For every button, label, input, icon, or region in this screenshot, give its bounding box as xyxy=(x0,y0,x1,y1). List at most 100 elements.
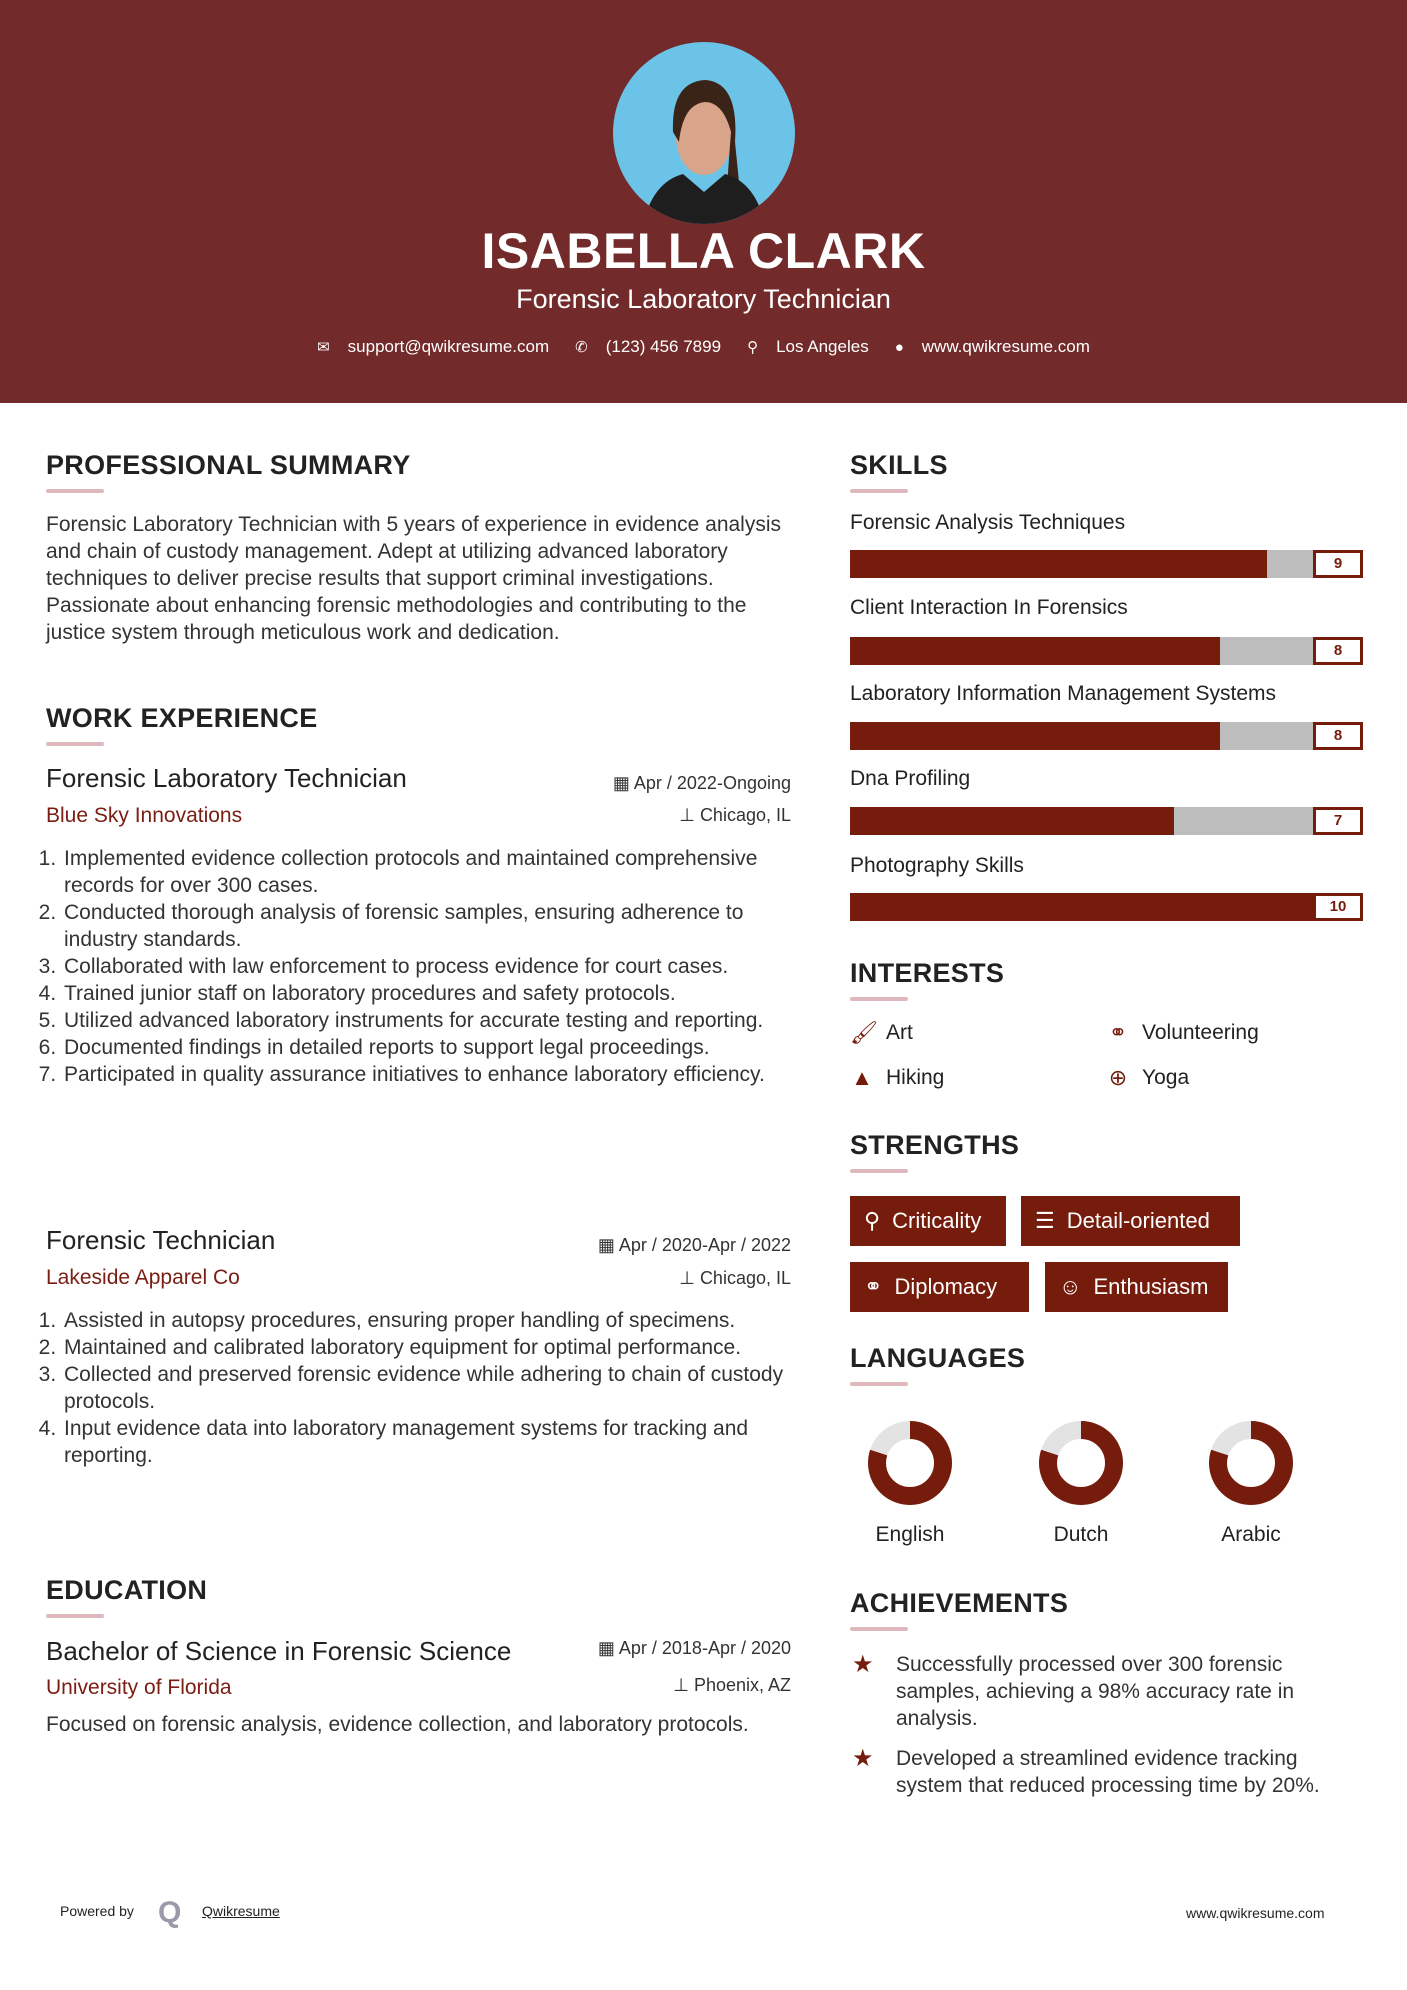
handshake-icon: ⚭ xyxy=(1108,1020,1128,1045)
skill-bar-fill xyxy=(850,550,1267,578)
job-title: Forensic Technician xyxy=(46,1225,276,1255)
paintbrush-icon: 🖌︎ xyxy=(850,1020,878,1045)
contact-bar: ✉ support@qwikresume.com ✆ (123) 456 7899 … xyxy=(0,337,1407,357)
job-company: Blue Sky Innovations xyxy=(46,804,243,827)
skill-value: 9 xyxy=(1313,550,1363,578)
interest-hiking: ▲ Hiking xyxy=(850,1065,944,1091)
job-location: ⊥ Chicago, IL xyxy=(431,1268,791,1289)
candidate-title: Forensic Laboratory Technician xyxy=(516,284,891,314)
job-company: Lakeside Apparel Co xyxy=(46,1266,240,1289)
degree-title: Bachelor of Science in Forensic Science xyxy=(46,1636,512,1666)
pin-icon: ⊥ xyxy=(679,1268,700,1288)
interest-label: Yoga xyxy=(1142,1066,1190,1089)
pin-icon: ⊥ xyxy=(679,805,700,825)
strength-chip: ⚭ Diplomacy xyxy=(850,1262,1029,1312)
contact-phone: (123) 456 7899 xyxy=(605,337,722,356)
skill-bar-fill xyxy=(850,637,1221,665)
qwikresume-link[interactable]: Qwikresume xyxy=(202,1903,280,1919)
job-location: ⊥ Chicago, IL xyxy=(431,805,791,826)
contact-email[interactable]: support@qwikresume.com xyxy=(347,337,550,356)
heading-underline xyxy=(46,489,104,493)
school-name: University of Florida xyxy=(46,1676,232,1699)
list-icon: ☰ xyxy=(1035,1208,1055,1233)
list-item: Documented findings in detailed reports … xyxy=(62,1034,784,1061)
strength-label: Diplomacy xyxy=(894,1274,998,1299)
calendar-icon: ▦ xyxy=(597,1235,619,1255)
list-item: Participated in quality assurance initia… xyxy=(62,1061,784,1088)
search-icon: ⚲ xyxy=(864,1208,881,1233)
section-heading-languages: LANGUAGES xyxy=(850,1343,1026,1373)
contact-location: Los Angeles xyxy=(776,337,869,356)
skill-bar: 8 xyxy=(850,637,1363,665)
education-description: Focused on forensic analysis, evidence c… xyxy=(46,1713,749,1736)
interest-volunteering: ⚭ Volunteering xyxy=(1106,1020,1259,1046)
pin-icon: ⊥ xyxy=(673,1675,694,1695)
section-heading-skills: SKILLS xyxy=(850,450,948,480)
list-item: Trained junior staff on laboratory proce… xyxy=(62,980,784,1007)
education-dates: ▦ Apr / 2018-Apr / 2020 xyxy=(431,1638,791,1659)
list-item: Implemented evidence collection protocol… xyxy=(62,845,784,899)
education-dates-text: Apr / 2018-Apr / 2020 xyxy=(618,1638,791,1658)
job-dates: ▦ Apr / 2022-Ongoing xyxy=(431,773,791,794)
map-pin-icon: ⚲ xyxy=(747,339,759,356)
skill-name: Dna Profiling xyxy=(850,767,971,790)
skill-bar: 9 xyxy=(850,550,1363,578)
heading-underline xyxy=(850,1382,908,1386)
smile-icon: ☺ xyxy=(1059,1274,1082,1299)
skill-value: 7 xyxy=(1313,807,1363,835)
job-dates: ▦ Apr / 2020-Apr / 2022 xyxy=(431,1235,791,1256)
skill-value: 8 xyxy=(1313,722,1363,750)
donut-fill xyxy=(868,1421,952,1505)
globe-icon: ● xyxy=(894,338,904,356)
heading-underline xyxy=(850,1169,908,1173)
skill-bar-fill xyxy=(850,893,1363,921)
skill-bar: 7 xyxy=(850,807,1363,835)
job-bullets: Implemented evidence collection protocol… xyxy=(44,845,784,1088)
skill-bar: 10 xyxy=(850,893,1363,921)
heading-underline xyxy=(850,1627,908,1631)
phone-icon: ✆ xyxy=(575,339,588,356)
interest-label: Volunteering xyxy=(1142,1021,1259,1044)
section-heading-interests: INTERESTS xyxy=(850,958,1005,988)
list-item: Utilized advanced laboratory instruments… xyxy=(62,1007,784,1034)
job-dates-text: Apr / 2020-Apr / 2022 xyxy=(618,1235,791,1255)
section-heading-strengths: STRENGTHS xyxy=(850,1130,1020,1160)
language-donut xyxy=(865,1418,955,1513)
skill-bar-fill xyxy=(850,807,1175,835)
skill-value: 8 xyxy=(1313,637,1363,665)
education-location: ⊥ Phoenix, AZ xyxy=(431,1675,791,1696)
heading-underline xyxy=(850,489,908,493)
contact-website[interactable]: www.qwikresume.com xyxy=(921,337,1090,356)
strength-chip: ☰ Detail-oriented xyxy=(1021,1196,1240,1246)
interest-art: 🖌︎ Art xyxy=(850,1020,913,1046)
interest-yoga: ⊕ Yoga xyxy=(1106,1065,1189,1091)
footer-website[interactable]: www.qwikresume.com xyxy=(1186,1905,1325,1921)
section-heading-achievements: ACHIEVEMENTS xyxy=(850,1588,1069,1618)
donut-fill xyxy=(1039,1421,1123,1505)
list-item: Conducted thorough analysis of forensic … xyxy=(62,899,784,953)
calendar-icon: ▦ xyxy=(612,773,634,793)
list-item: Assisted in autopsy procedures, ensuring… xyxy=(62,1307,784,1334)
section-heading-experience: WORK EXPERIENCE xyxy=(46,703,318,733)
language-donut xyxy=(1206,1418,1296,1513)
tree-icon: ▲ xyxy=(851,1065,873,1090)
language-name: Dutch xyxy=(1053,1523,1109,1546)
resume-header: ISABELLA CLARK Forensic Laboratory Techn… xyxy=(0,0,1407,403)
section-heading-education: EDUCATION xyxy=(46,1575,208,1605)
list-item: Collected and preserved forensic evidenc… xyxy=(62,1361,784,1415)
skill-value: 10 xyxy=(1313,893,1363,921)
language-donut xyxy=(1036,1418,1126,1513)
list-item: Maintained and calibrated laboratory equ… xyxy=(62,1334,784,1361)
qwikresume-logo: Q xyxy=(158,1896,182,1929)
list-item: Collaborated with law enforcement to pro… xyxy=(62,953,784,980)
job-title: Forensic Laboratory Technician xyxy=(46,763,407,793)
candidate-name: ISABELLA CLARK xyxy=(481,223,926,279)
heading-underline xyxy=(46,742,104,746)
calendar-icon: ▦ xyxy=(597,1638,619,1658)
profile-photo xyxy=(613,42,795,224)
strength-label: Detail-oriented xyxy=(1066,1208,1210,1233)
donut-fill xyxy=(1209,1421,1293,1505)
lifebuoy-icon: ⊕ xyxy=(1108,1065,1128,1090)
skill-bar-fill xyxy=(850,722,1221,750)
skill-name: Forensic Analysis Techniques xyxy=(850,511,1126,534)
